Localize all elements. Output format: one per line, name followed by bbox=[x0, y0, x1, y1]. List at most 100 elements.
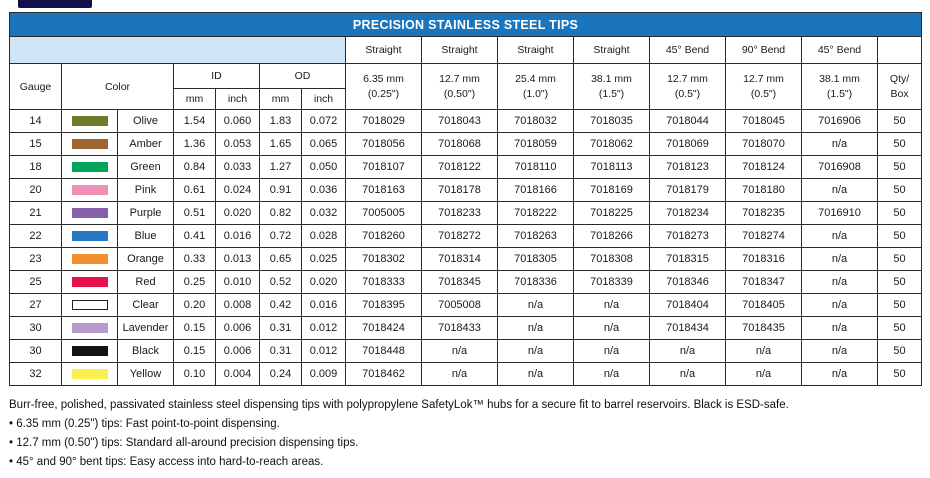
gauge-cell: 14 bbox=[9, 109, 62, 133]
part-number-cell: 7016906 bbox=[801, 109, 878, 133]
color-swatch-cell bbox=[61, 109, 118, 133]
id-mm-header: mm bbox=[173, 88, 216, 110]
tip-style-header-45-bend-1: 45° Bend bbox=[649, 36, 726, 64]
part-number-cell: 7005008 bbox=[421, 293, 498, 317]
table-row: 18 Green 0.84 0.033 1.27 0.050 7018107 7… bbox=[9, 155, 923, 179]
part-number-cell: n/a bbox=[801, 132, 878, 156]
gauge-cell: 27 bbox=[9, 293, 62, 317]
part-number-cell: n/a bbox=[497, 339, 574, 363]
part-number-cell: 7018107 bbox=[345, 155, 422, 179]
od-mm-cell: 0.72 bbox=[259, 224, 302, 248]
tip-size-mm: 6.35 mm bbox=[363, 73, 404, 86]
part-number-cell: 7018032 bbox=[497, 109, 574, 133]
od-header: OD bbox=[259, 63, 346, 89]
tip-size-inch: (1.0") bbox=[522, 87, 549, 100]
id-inch-cell: 0.020 bbox=[215, 201, 260, 225]
part-number-cell: n/a bbox=[421, 339, 498, 363]
box-line: Box bbox=[890, 87, 909, 100]
tip-size-inch: (1.5") bbox=[826, 87, 853, 100]
part-number-cell: 7018404 bbox=[649, 293, 726, 317]
part-number-cell: 7018122 bbox=[421, 155, 498, 179]
id-mm-cell: 0.41 bbox=[173, 224, 216, 248]
id-inch-cell: 0.053 bbox=[215, 132, 260, 156]
qty-cell: 50 bbox=[876, 339, 923, 363]
od-inch-cell: 0.020 bbox=[301, 270, 346, 294]
color-swatch-cell bbox=[61, 270, 118, 294]
part-number-cell: 7018124 bbox=[725, 155, 802, 179]
part-number-cell: 7018235 bbox=[725, 201, 802, 225]
id-header: ID bbox=[173, 63, 260, 89]
id-inch-cell: 0.060 bbox=[215, 109, 260, 133]
id-mm-cell: 0.15 bbox=[173, 316, 216, 340]
color-swatch-cell bbox=[61, 178, 118, 202]
table-row: 14 Olive 1.54 0.060 1.83 0.072 7018029 7… bbox=[9, 109, 923, 133]
od-mm-header: mm bbox=[259, 88, 302, 110]
qty-line: Qty/ bbox=[889, 73, 910, 86]
id-inch-cell: 0.008 bbox=[215, 293, 260, 317]
qty-box-header: Qty/ Box bbox=[876, 63, 923, 110]
color-name-cell: Red bbox=[117, 270, 174, 294]
part-number-cell: 7018273 bbox=[649, 224, 726, 248]
footer-bullet-2: • 12.7 mm (0.50") tips: Standard all-aro… bbox=[9, 436, 359, 449]
part-number-cell: 7018405 bbox=[725, 293, 802, 317]
part-number-cell: 7018069 bbox=[649, 132, 726, 156]
color-swatch-cell bbox=[61, 155, 118, 179]
gauge-cell: 21 bbox=[9, 201, 62, 225]
part-number-cell: n/a bbox=[573, 316, 650, 340]
color-swatch-icon bbox=[71, 254, 108, 265]
color-swatch-icon bbox=[71, 139, 108, 150]
qty-cell: 50 bbox=[876, 155, 923, 179]
tip-style-header-straight-2: Straight bbox=[421, 36, 498, 64]
id-inch-cell: 0.010 bbox=[215, 270, 260, 294]
part-number-cell: 7018395 bbox=[345, 293, 422, 317]
od-mm-cell: 0.31 bbox=[259, 316, 302, 340]
part-number-cell: 7018260 bbox=[345, 224, 422, 248]
color-swatch-icon bbox=[71, 208, 108, 219]
qty-cell: 50 bbox=[876, 293, 923, 317]
color-name-cell: Clear bbox=[117, 293, 174, 317]
part-number-cell: 7018234 bbox=[649, 201, 726, 225]
tip-style-header-straight-3: Straight bbox=[497, 36, 574, 64]
part-number-cell: 7018333 bbox=[345, 270, 422, 294]
qty-cell: 50 bbox=[876, 270, 923, 294]
part-number-cell: 7018029 bbox=[345, 109, 422, 133]
part-number-cell: 7018263 bbox=[497, 224, 574, 248]
part-number-cell: n/a bbox=[801, 293, 878, 317]
color-swatch-cell bbox=[61, 224, 118, 248]
id-mm-cell: 0.15 bbox=[173, 339, 216, 363]
tip-size-mm: 12.7 mm bbox=[439, 73, 480, 86]
table-row: 21 Purple 0.51 0.020 0.82 0.032 7005005 … bbox=[9, 201, 923, 225]
color-name-cell: Pink bbox=[117, 178, 174, 202]
part-number-cell: n/a bbox=[573, 293, 650, 317]
od-mm-cell: 0.42 bbox=[259, 293, 302, 317]
part-number-cell: n/a bbox=[801, 224, 878, 248]
table-row: 30 Lavender 0.15 0.006 0.31 0.012 701842… bbox=[9, 316, 923, 340]
part-number-cell: 7018346 bbox=[649, 270, 726, 294]
table-row: 30 Black 0.15 0.006 0.31 0.012 7018448 n… bbox=[9, 339, 923, 363]
part-number-cell: n/a bbox=[421, 362, 498, 386]
id-mm-cell: 0.84 bbox=[173, 155, 216, 179]
table-row: 15 Amber 1.36 0.053 1.65 0.065 7018056 7… bbox=[9, 132, 923, 156]
part-number-cell: n/a bbox=[725, 339, 802, 363]
color-name-cell: Olive bbox=[117, 109, 174, 133]
color-swatch-icon bbox=[71, 162, 108, 173]
part-number-cell: 7018179 bbox=[649, 178, 726, 202]
color-swatch-icon bbox=[71, 300, 108, 311]
part-number-cell: 7018035 bbox=[573, 109, 650, 133]
tip-style-header-row: Straight Straight Straight Straight 45° … bbox=[9, 36, 923, 64]
id-mm-cell: 0.33 bbox=[173, 247, 216, 271]
tip-style-header-45-bend-2: 45° Bend bbox=[801, 36, 878, 64]
gauge-cell: 32 bbox=[9, 362, 62, 386]
part-number-cell: 7018314 bbox=[421, 247, 498, 271]
part-number-cell: 7018424 bbox=[345, 316, 422, 340]
part-number-cell: n/a bbox=[573, 339, 650, 363]
color-name-cell: Black bbox=[117, 339, 174, 363]
color-swatch-icon bbox=[71, 116, 108, 127]
part-number-cell: 7018315 bbox=[649, 247, 726, 271]
precision-tips-table: PRECISION STAINLESS STEEL TIPS Straight … bbox=[8, 12, 923, 386]
color-swatch-cell bbox=[61, 339, 118, 363]
cropped-content-artifact bbox=[18, 0, 92, 8]
table-body: 14 Olive 1.54 0.060 1.83 0.072 7018029 7… bbox=[9, 109, 923, 386]
table-row: 27 Clear 0.20 0.008 0.42 0.016 7018395 7… bbox=[9, 293, 923, 317]
id-mm-cell: 0.61 bbox=[173, 178, 216, 202]
